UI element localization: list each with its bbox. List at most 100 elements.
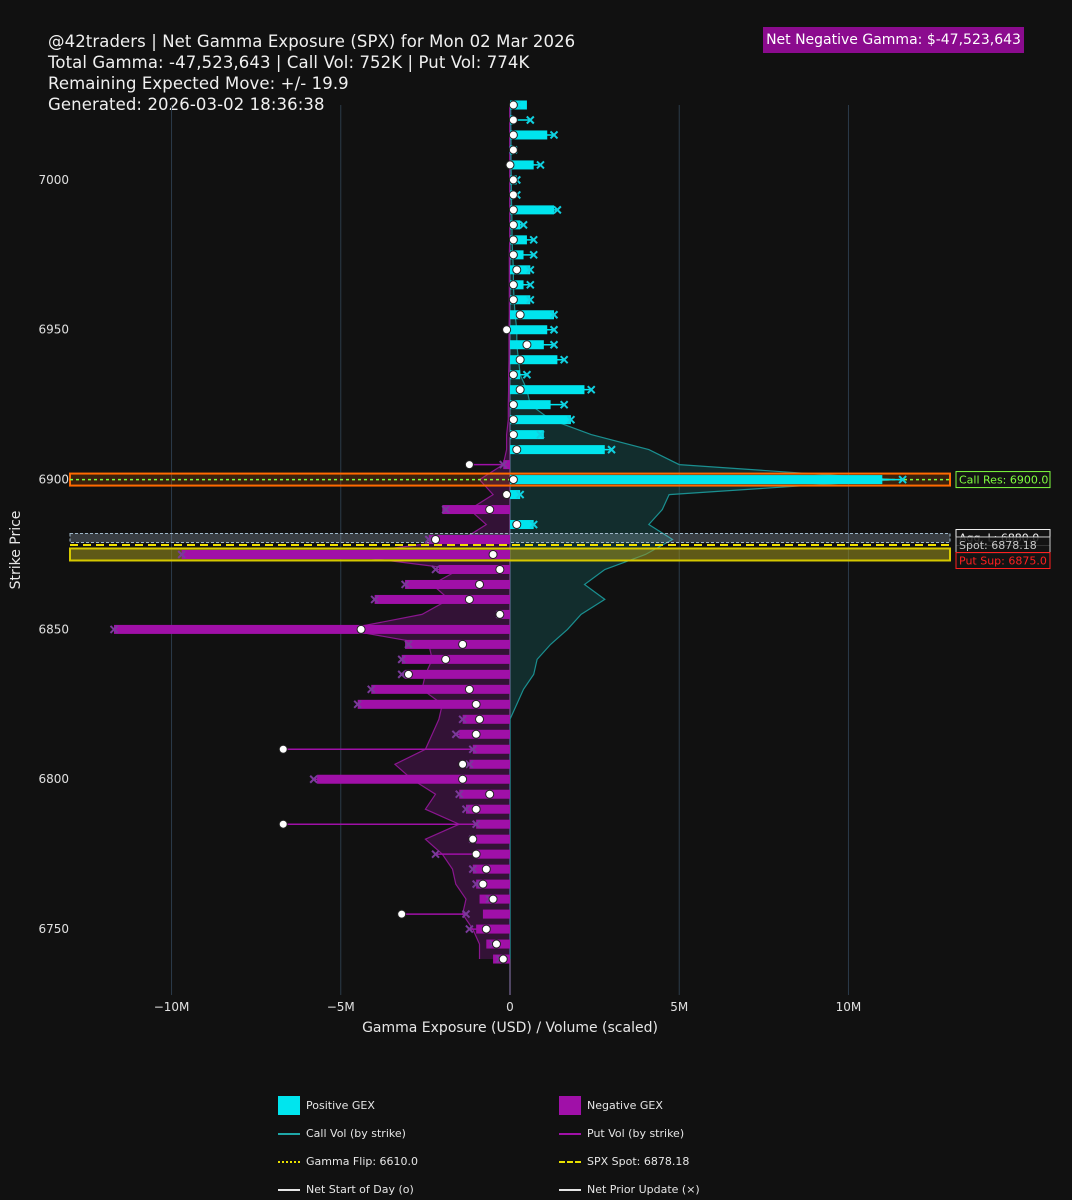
start-of-day-marker (508, 175, 518, 185)
chart-title-line-4: Generated: 2026-03-02 18:36:38 (48, 95, 325, 114)
start-of-day-marker (431, 535, 441, 545)
start-of-day-marker (475, 714, 485, 724)
negative-gex-bar (462, 714, 510, 724)
prior-update-marker (431, 565, 440, 574)
negative-gex-bar (472, 864, 510, 874)
start-of-day-marker (508, 370, 518, 380)
negative-gex-bar (499, 609, 510, 619)
y-axis-title: Strike Price (8, 511, 24, 590)
prior-update-marker (461, 909, 471, 919)
negative-gex-bar (476, 879, 510, 889)
call-vol-area (510, 105, 896, 960)
y-tick-label: 6800 (38, 772, 69, 786)
legend-swatch (278, 1096, 300, 1115)
start-of-day-marker (481, 924, 491, 934)
call-vol-line (509, 105, 896, 959)
prior-update-marker (404, 640, 413, 649)
negative-gex-bar (482, 909, 510, 919)
prior-update-marker (309, 775, 318, 784)
prior-update-marker (549, 340, 559, 349)
x-tick-label: −5M (327, 1000, 355, 1014)
call-res-label-text: Call Res: 6900.0 (959, 474, 1048, 487)
prior-update-marker (471, 879, 481, 889)
start-of-day-marker (471, 729, 481, 739)
start-of-day-marker (522, 340, 532, 350)
axis-layer: −10M −5M 0 5M 10M 6750 6800 6850 6900 6950 7000 Gam… (8, 173, 861, 1036)
start-of-day-marker (508, 220, 518, 230)
negative-gex-bar (428, 535, 510, 545)
legend-swatch (559, 1189, 581, 1191)
prior-update-marker (519, 220, 528, 230)
prior-update-marker (536, 160, 545, 170)
start-of-day-marker (485, 505, 495, 515)
prior-update-marker (549, 310, 559, 319)
start-of-day-marker (485, 789, 495, 799)
prior-update-marker (559, 400, 569, 409)
x-tick-label: 0 (506, 1000, 514, 1014)
prior-update-marker (465, 924, 474, 934)
start-of-day-marker (508, 205, 518, 215)
prior-update-marker (536, 430, 545, 439)
x-tick-label: −10M (154, 1000, 190, 1014)
prior-update-marker (526, 295, 535, 304)
legend-swatch (278, 1161, 300, 1163)
chart-title-line-2: Total Gamma: -47,523,643 | Call Vol: 752… (48, 53, 530, 72)
start-of-day-marker (458, 759, 468, 769)
negative-gex-bar (476, 849, 510, 859)
prior-update-marker (424, 535, 433, 544)
prior-update-marker (607, 445, 616, 454)
prior-update-marker (461, 805, 471, 814)
start-of-day-marker (458, 639, 468, 649)
put-vol-area (340, 105, 510, 960)
start-of-day-marker (508, 130, 518, 140)
put-sup-label-box (955, 551, 1051, 569)
prior-update-marker (370, 595, 379, 604)
prior-update-marker (526, 280, 535, 290)
call-res-label: Call Res: 6900.0 (955, 471, 1051, 489)
start-of-day-marker (505, 160, 515, 170)
start-of-day-marker (512, 265, 522, 275)
prior-update-marker (898, 475, 907, 484)
start-of-day-marker (481, 864, 491, 874)
prior-update-marker (471, 819, 481, 829)
marker-layer (109, 100, 907, 964)
start-of-day-marker (278, 819, 288, 829)
legend-entry-label: Put Vol (by strike) (587, 1127, 685, 1140)
start-of-day-marker (508, 100, 518, 110)
prior-update-marker (353, 700, 362, 709)
start-of-day-marker (508, 250, 518, 260)
prior-update-marker (468, 864, 477, 874)
start-of-day-marker (515, 355, 525, 365)
put-sup-label: Put Sup: 6875.0 (955, 551, 1051, 569)
start-of-day-marker (508, 430, 518, 440)
prior-update-marker (529, 520, 538, 529)
start-of-day-marker (495, 564, 505, 574)
start-of-day-marker (403, 669, 413, 679)
prior-update-marker (400, 580, 410, 589)
legend-swatch (559, 1161, 581, 1163)
start-of-day-marker (471, 849, 481, 859)
legend-entry-label: Net Start of Day (o) (306, 1183, 414, 1196)
start-of-day-marker (488, 894, 498, 904)
start-of-day-marker (464, 594, 474, 604)
legend-entry-label: Negative GEX (587, 1099, 663, 1112)
prior-update-marker (549, 130, 559, 140)
start-of-day-marker (508, 115, 518, 125)
chart-title-line-3: Remaining Expected Move: +/- 19.9 (48, 74, 349, 93)
start-of-day-marker (458, 774, 468, 784)
legend-swatch (559, 1133, 581, 1135)
negative-gex-bar (401, 654, 510, 664)
negative-gex-bar (469, 759, 510, 769)
start-of-day-marker (278, 744, 288, 754)
prior-update-marker (587, 385, 596, 394)
prior-update-marker (526, 265, 535, 275)
start-of-day-marker (475, 579, 485, 589)
negative-gex-bar (405, 669, 510, 679)
volume-layer (340, 105, 896, 960)
legend-swatch (278, 1133, 300, 1135)
start-of-day-marker (468, 834, 478, 844)
legend-entry-label: Positive GEX (306, 1099, 375, 1112)
start-of-day-marker (495, 609, 505, 619)
negative-gex-bar (472, 744, 510, 754)
